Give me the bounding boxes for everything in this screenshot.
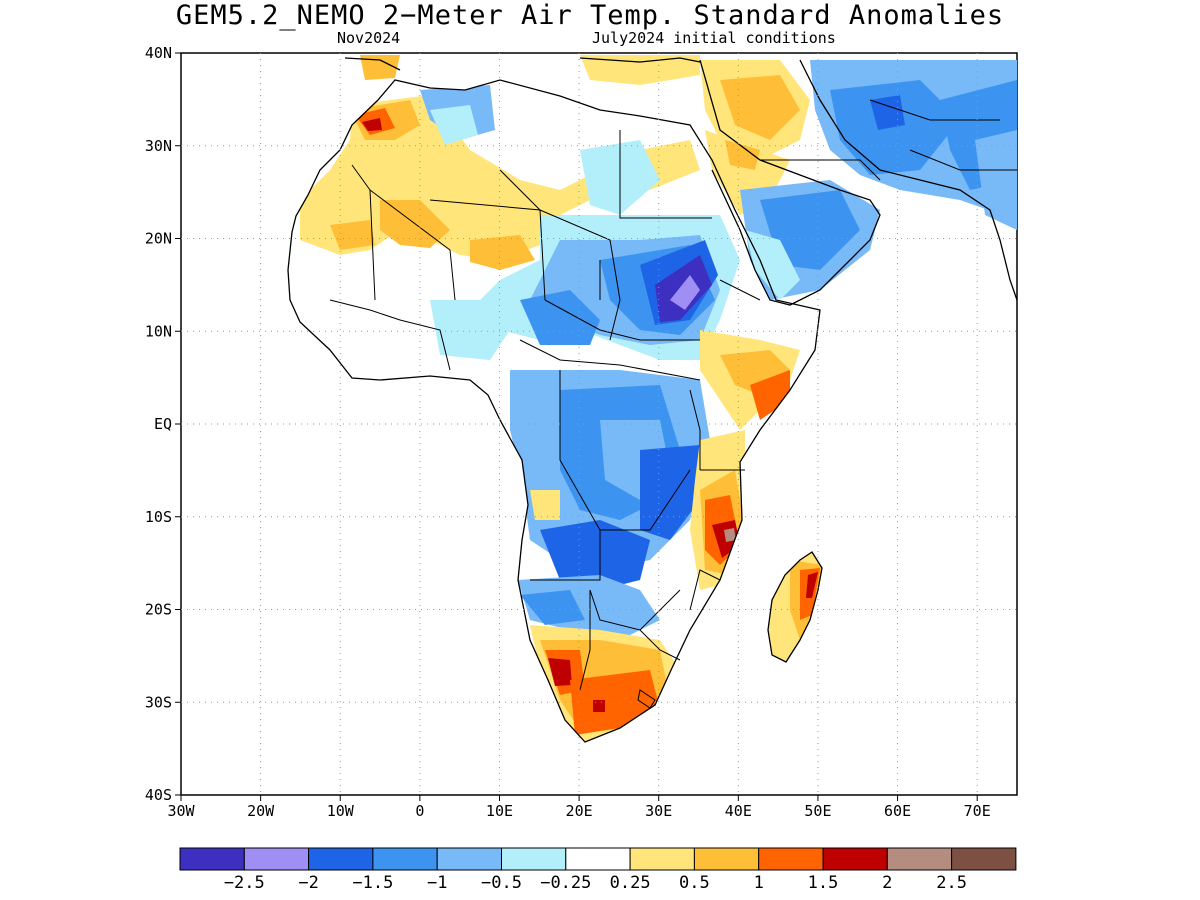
colorbar-swatch <box>372 847 438 871</box>
colorbar-label: 2 <box>882 873 892 893</box>
colorbar-swatch <box>822 847 888 871</box>
lat-label: 10S <box>145 508 172 526</box>
colorbar-label: −0.25 <box>540 873 591 893</box>
arabia-anomaly-field <box>360 55 1017 300</box>
lat-label: 40N <box>145 44 172 62</box>
graticule <box>181 53 1017 795</box>
colorbar-label: −2.5 <box>224 873 265 893</box>
lat-label: 30S <box>145 693 172 711</box>
lon-label: 20W <box>247 802 275 820</box>
colorbar-swatch <box>693 847 760 871</box>
colorbar-label: −1.5 <box>352 873 393 893</box>
coastlines <box>287 57 1018 743</box>
lon-label: 10E <box>486 802 513 820</box>
lon-label: 30W <box>167 802 195 820</box>
colorbar-swatch <box>886 847 953 871</box>
colorbar-swatch <box>436 847 503 871</box>
lon-label: 20E <box>566 802 593 820</box>
forecast-month: Nov2024 <box>337 29 401 47</box>
lon-label: 70E <box>964 802 991 820</box>
colorbar: −2.5 −2 −1.5 −1 −0.5 −0.25 0.25 0.5 1 1.5 2 2.5 <box>179 847 1017 893</box>
page-title: GEM5.2_NEMO 2−Meter Air Temp. Standard A… <box>175 0 1005 31</box>
colorbar-label: 0.5 <box>679 873 710 893</box>
initial-conditions: July2024 initial conditions <box>592 29 836 47</box>
colorbar-swatch <box>243 847 310 871</box>
lon-label: 10W <box>327 802 355 820</box>
colorbar-label: 1.5 <box>808 873 839 893</box>
lon-label: 40E <box>725 802 752 820</box>
colorbar-swatch <box>501 847 567 871</box>
lat-label: 20S <box>145 601 172 619</box>
colorbar-swatch <box>951 847 1017 871</box>
colorbar-label: 2.5 <box>936 873 967 893</box>
lat-label: EQ <box>154 415 172 433</box>
colorbar-label: 0.25 <box>610 873 651 893</box>
colorbar-label: −2 <box>298 873 318 893</box>
colorbar-label: 1 <box>754 873 764 893</box>
colorbar-swatch <box>758 847 824 871</box>
lon-label: 0 <box>415 802 424 820</box>
lon-label: 50E <box>804 802 831 820</box>
lon-label: 30E <box>645 802 672 820</box>
lat-label: 10N <box>145 322 172 340</box>
lat-label: 40S <box>145 786 172 804</box>
colorbar-swatch <box>308 847 374 871</box>
colorbar-label: −1 <box>427 873 447 893</box>
lon-label: 60E <box>884 802 911 820</box>
lat-label: 30N <box>145 137 172 155</box>
colorbar-label: −0.5 <box>481 873 522 893</box>
lat-label: 20N <box>145 230 172 248</box>
colorbar-swatch <box>629 847 695 871</box>
colorbar-swatch <box>179 847 245 871</box>
colorbar-swatch <box>565 847 631 871</box>
